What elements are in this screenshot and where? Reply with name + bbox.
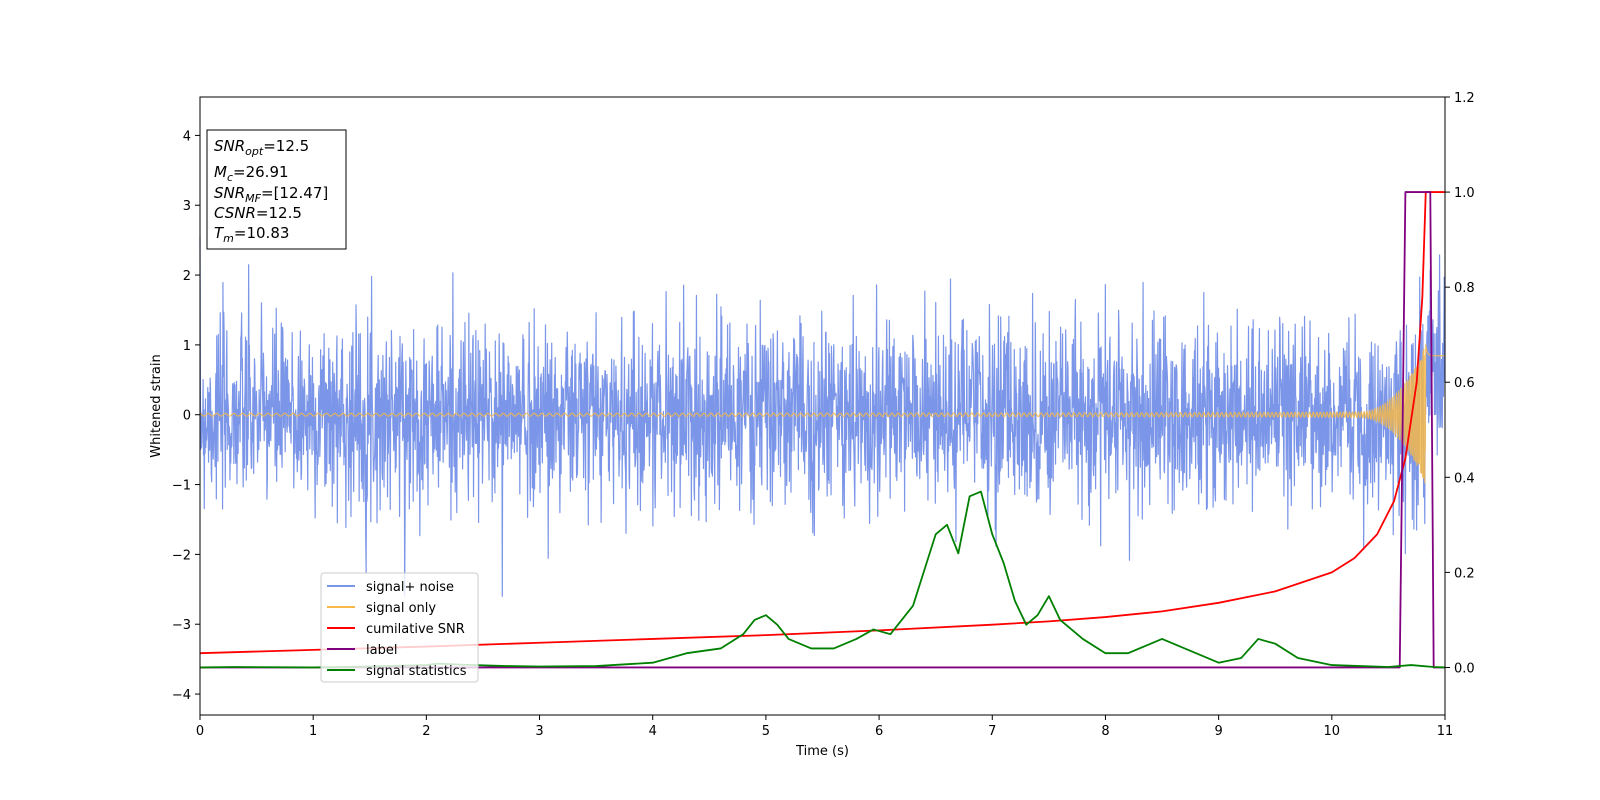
- y2-tick-label: 0.8: [1454, 281, 1475, 296]
- x-tick-label: 3: [535, 724, 543, 739]
- y-tick-label: 2: [183, 269, 191, 284]
- series-signal-noise: [199, 236, 1446, 597]
- y-tick-label: 4: [183, 129, 191, 144]
- y2-tick-label: 0.4: [1454, 471, 1475, 486]
- x-tick-label: 6: [875, 724, 883, 739]
- y-tick-label: −1: [172, 479, 191, 494]
- annotation-box: SNRopt=12.5 Mc=26.91SNRMF=[12.47]CSNR=12.…: [206, 129, 347, 250]
- y2-tick-label: 1.2: [1454, 91, 1475, 106]
- annotation-line: SNRopt=12.5: [214, 137, 309, 158]
- series-cumilative-snr: [199, 191, 1445, 655]
- annotation-frame: [206, 129, 347, 250]
- legend-label: signal+ noise: [366, 580, 454, 595]
- legend-label: signal only: [366, 601, 436, 616]
- legend-label: label: [366, 643, 397, 658]
- x-tick-label: 8: [1101, 724, 1109, 739]
- annotation-line: SNRMF=[12.47]: [214, 184, 328, 205]
- legend-label: signal statistics: [366, 664, 467, 679]
- annotation-line: CSNR=12.5: [214, 204, 302, 222]
- y2-tick-label: 0.6: [1454, 376, 1475, 391]
- series-signal-only: [199, 344, 1446, 484]
- x-tick-label: 5: [762, 724, 770, 739]
- y-tick-label: −2: [172, 548, 191, 563]
- y-tick-label: 3: [183, 199, 191, 214]
- x-tick-label: 10: [1324, 724, 1341, 739]
- y2-tick-label: 1.0: [1454, 186, 1475, 201]
- y-axis-title: Whitened strain: [149, 354, 164, 457]
- annotation-line: Tm=10.83: [214, 224, 289, 245]
- y2-tick-label: 0.0: [1454, 661, 1475, 676]
- x-tick-label: 1: [309, 724, 317, 739]
- y2-tick-label: 0.2: [1454, 566, 1475, 581]
- y-tick-label: −4: [172, 688, 191, 703]
- x-axis-title: Time (s): [795, 744, 849, 759]
- y-tick-label: 0: [183, 409, 191, 424]
- series-signal-statistics: [199, 490, 1446, 669]
- x-tick-label: 9: [1214, 724, 1222, 739]
- legend-frame: [320, 572, 479, 683]
- legend-label: cumilative SNR: [366, 622, 465, 637]
- y-tick-label: 1: [183, 339, 191, 354]
- legend: signal+ noise signal only cumilative SNR la…: [320, 572, 479, 683]
- x-tick-label: 7: [988, 724, 996, 739]
- plot-frame: [199, 96, 1446, 716]
- x-tick-label: 11: [1437, 724, 1454, 739]
- y-tick-label: −3: [172, 618, 191, 633]
- axes-layer: 0 1 2 3 4 5 6 7 8 9 10 11 −4 −3 −2 −1 0 1 2 3 4 0.0 0.2 0.4 0.6 0…: [172, 91, 1475, 739]
- series-layer: [199, 191, 1446, 669]
- x-tick-label: 0: [196, 724, 204, 739]
- annotation-line: Mc=26.91: [214, 163, 289, 184]
- x-tick-label: 2: [422, 724, 430, 739]
- x-tick-label: 4: [649, 724, 657, 739]
